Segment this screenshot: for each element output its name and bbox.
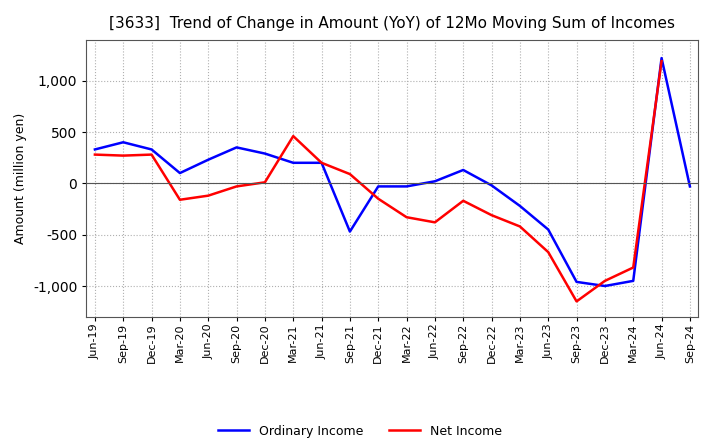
Net Income: [119, 153, 127, 158]
Ordinary Income: [91, 147, 99, 152]
Ordinary Income: [516, 203, 524, 209]
Net Income: [600, 278, 609, 283]
Net Income: [91, 152, 99, 157]
Ordinary Income: [459, 167, 467, 172]
Net Income: [176, 197, 184, 202]
Net Income: [402, 215, 411, 220]
Net Income: [233, 184, 241, 189]
Net Income: [629, 265, 637, 270]
Ordinary Income: [657, 55, 666, 61]
Net Income: [572, 299, 581, 304]
Net Income: [318, 160, 326, 165]
Net Income: [261, 180, 269, 185]
Net Income: [544, 249, 552, 255]
Ordinary Income: [119, 139, 127, 145]
Net Income: [459, 198, 467, 203]
Ordinary Income: [289, 160, 297, 165]
Ordinary Income: [685, 184, 694, 189]
Ordinary Income: [431, 179, 439, 184]
Ordinary Income: [374, 184, 382, 189]
Net Income: [374, 196, 382, 202]
Ordinary Income: [572, 279, 581, 285]
Ordinary Income: [176, 170, 184, 176]
Title: [3633]  Trend of Change in Amount (YoY) of 12Mo Moving Sum of Incomes: [3633] Trend of Change in Amount (YoY) o…: [109, 16, 675, 32]
Ordinary Income: [148, 147, 156, 152]
Legend: Ordinary Income, Net Income: Ordinary Income, Net Income: [213, 420, 507, 440]
Ordinary Income: [402, 184, 411, 189]
Ordinary Income: [204, 157, 212, 162]
Net Income: [148, 152, 156, 157]
Y-axis label: Amount (million yen): Amount (million yen): [14, 113, 27, 244]
Ordinary Income: [318, 160, 326, 165]
Ordinary Income: [233, 145, 241, 150]
Line: Net Income: Net Income: [95, 61, 662, 301]
Ordinary Income: [600, 283, 609, 289]
Ordinary Income: [261, 151, 269, 156]
Net Income: [289, 133, 297, 139]
Net Income: [487, 213, 496, 218]
Net Income: [346, 172, 354, 177]
Net Income: [516, 224, 524, 229]
Net Income: [657, 59, 666, 64]
Net Income: [431, 220, 439, 225]
Net Income: [204, 193, 212, 198]
Ordinary Income: [629, 278, 637, 283]
Ordinary Income: [544, 227, 552, 232]
Ordinary Income: [346, 229, 354, 234]
Ordinary Income: [487, 183, 496, 188]
Line: Ordinary Income: Ordinary Income: [95, 58, 690, 286]
